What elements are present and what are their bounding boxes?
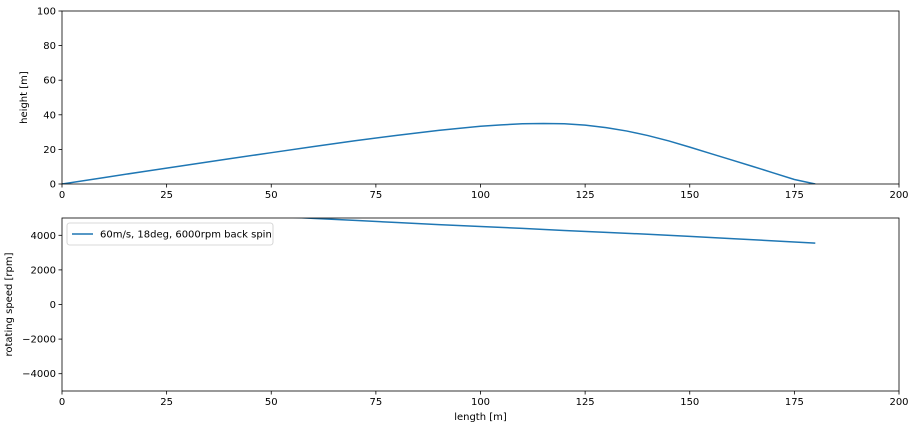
y-tick-label: 4000 [31,231,56,242]
x-tick-label: 150 [680,190,699,201]
y-axis-label: rotating speed [rpm] [4,252,15,356]
y-tick-label: 0 [50,300,56,311]
x-tick-label: 25 [160,397,173,408]
series-line-2-1 [292,218,816,244]
plot-panel-2: 0 25 50 75 100 125 150 175 200 −4000 −2000 0 2000 400… [4,217,909,423]
y-tick-label: 80 [43,41,56,52]
x-tick-label: 50 [265,190,278,201]
y-tick-label: −4000 [22,369,56,380]
plot-panel-1: 0 25 50 75 100 125 150 175 200 0 20 40 60 80 100 height… [19,7,909,202]
x-tick-label: 75 [370,397,383,408]
series-line-1-1 [62,122,816,184]
x-tick-label: 175 [785,190,804,201]
y-tick-label: 20 [43,145,56,156]
legend-label: 60m/s, 18deg, 6000rpm back spin [100,230,272,241]
x-tick-label: 175 [785,397,804,408]
x-tick-label: 0 [59,397,65,408]
x-tick-label: 200 [889,397,908,408]
legend-box [66,222,274,246]
y-tick-label: 100 [37,7,56,18]
axes-frame [61,10,900,185]
x-axis-label: length [m] [454,412,507,423]
y-tick-label: 2000 [31,265,56,276]
legend: 60m/s, 18deg, 6000rpm back spin [66,222,274,246]
x-tick-label: 200 [889,190,908,201]
x-tick-label: 125 [576,397,595,408]
x-tick-label: 0 [59,190,65,201]
x-tick-label: 125 [576,190,595,201]
x-tick-label: 25 [160,190,173,201]
y-tick-label: 0 [50,180,56,191]
y-axis-label: height [m] [19,71,30,124]
y-tick-label: 60 [43,76,56,87]
x-tick-label: 50 [265,397,278,408]
y-tick-label: 40 [43,110,56,121]
x-tick-label: 150 [680,397,699,408]
x-tick-label: 100 [471,397,490,408]
y-tick-label: −2000 [22,335,56,346]
x-tick-label: 100 [471,190,490,201]
x-tick-label: 75 [370,190,383,201]
